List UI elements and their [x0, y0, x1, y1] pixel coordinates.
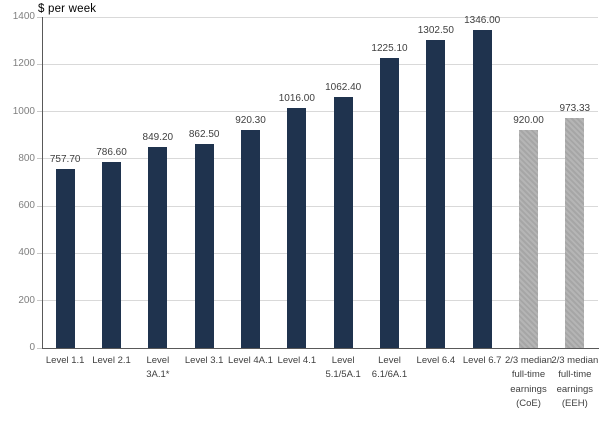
bar-8	[426, 40, 446, 348]
category-label-8: Level 6.4	[416, 355, 456, 366]
category-label-1: Level 2.1	[92, 355, 131, 366]
value-label-11: 973.33	[559, 103, 591, 114]
category-label-3: Level 3.1	[184, 355, 224, 366]
category-label-2: Level 3A.1*	[146, 355, 170, 381]
category-label-5: Level 4.1	[277, 355, 317, 366]
category-label-4: Level 4A.1	[228, 355, 273, 366]
category-label-9: Level 6.7	[462, 355, 502, 366]
bar-4	[241, 130, 260, 348]
gridline-y-1200	[42, 63, 598, 65]
gridline-y-800	[42, 158, 598, 160]
y-tick-label-1400: 1400	[12, 11, 35, 22]
value-label-10: 920.00	[513, 115, 544, 126]
y-tick-label-1200: 1200	[12, 58, 35, 70]
y-axis-tick	[37, 158, 42, 160]
bar-5	[287, 108, 307, 348]
gridline-y-600	[42, 205, 598, 207]
y-axis-tick	[37, 252, 42, 254]
y-tick-label-400: 400	[18, 247, 35, 259]
bar-11	[565, 118, 585, 348]
value-label-3: 862.50	[188, 129, 220, 140]
bar-1	[102, 162, 121, 348]
value-label-6: 1062.40	[325, 82, 362, 93]
y-tick-label-200: 200	[18, 294, 35, 306]
bar-0	[55, 169, 75, 348]
bar-10	[519, 130, 538, 348]
bar-7	[380, 58, 399, 348]
y-axis-tick	[37, 300, 42, 302]
category-label-0: Level 1.1	[45, 355, 85, 366]
value-label-8: 1302.50	[417, 25, 454, 36]
y-axis-tick	[37, 16, 42, 18]
value-label-2: 849.20	[142, 132, 174, 143]
value-label-4: 920.30	[235, 115, 266, 126]
gridline-y-400	[42, 252, 598, 254]
y-axis-tick	[37, 111, 42, 113]
plot-area: 757.70 786.60 849.20 862.50 920.30 1016.00 106…	[42, 15, 598, 348]
category-label-7: Level 6.1/6A.1	[371, 355, 408, 381]
bar-9	[472, 30, 492, 348]
y-axis-tick	[37, 63, 42, 65]
category-label-10: 2/3 median full-time earnings (CoE)	[504, 355, 552, 409]
value-label-5: 1016.00	[278, 93, 315, 104]
value-label-9: 1346.00	[464, 15, 501, 26]
value-label-0: 757.70	[49, 154, 81, 165]
category-label-11: 2/3 median full-time earnings (EEH)	[551, 355, 599, 409]
y-axis-tick	[37, 205, 42, 207]
value-label-1: 786.60	[96, 147, 127, 158]
y-tick-label-0: 0	[29, 342, 35, 353]
y-axis-line	[42, 17, 43, 348]
y-tick-label-600: 600	[18, 200, 35, 212]
x-axis-line	[42, 348, 599, 349]
bar-3	[194, 144, 214, 348]
value-label-7: 1225.10	[371, 43, 408, 54]
chart-title: $ per week	[38, 3, 97, 15]
gridline-y-200	[42, 300, 598, 302]
bar-2	[148, 147, 168, 348]
gridline-y-1400	[42, 16, 598, 18]
y-axis-tick	[37, 347, 42, 349]
category-label-6: Level 5.1/5A.1	[325, 355, 361, 381]
gridline-y-1000	[42, 111, 598, 113]
y-tick-label-800: 800	[18, 152, 35, 164]
y-tick-label-1000: 1000	[12, 105, 35, 117]
bar-6	[333, 97, 353, 348]
